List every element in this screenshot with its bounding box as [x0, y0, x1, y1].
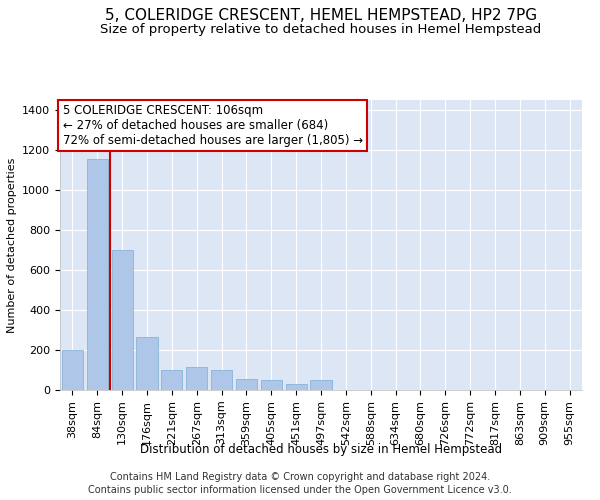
Bar: [62, 350, 83, 390]
Bar: [236, 379, 257, 390]
Text: Contains public sector information licensed under the Open Government Licence v3: Contains public sector information licen…: [88, 485, 512, 495]
Bar: [310, 380, 332, 390]
Bar: [87, 159, 108, 390]
Bar: [261, 380, 282, 390]
Bar: [211, 370, 232, 390]
Y-axis label: Number of detached properties: Number of detached properties: [7, 158, 17, 332]
Text: 5, COLERIDGE CRESCENT, HEMEL HEMPSTEAD, HP2 7PG: 5, COLERIDGE CRESCENT, HEMEL HEMPSTEAD, …: [105, 8, 537, 22]
Bar: [286, 384, 307, 390]
Bar: [161, 370, 182, 390]
Text: Size of property relative to detached houses in Hemel Hempstead: Size of property relative to detached ho…: [100, 22, 542, 36]
Bar: [112, 250, 133, 390]
Text: Distribution of detached houses by size in Hemel Hempstead: Distribution of detached houses by size …: [140, 442, 502, 456]
Bar: [136, 337, 158, 390]
Text: 5 COLERIDGE CRESCENT: 106sqm
← 27% of detached houses are smaller (684)
72% of s: 5 COLERIDGE CRESCENT: 106sqm ← 27% of de…: [62, 104, 363, 148]
Text: Contains HM Land Registry data © Crown copyright and database right 2024.: Contains HM Land Registry data © Crown c…: [110, 472, 490, 482]
Bar: [186, 367, 207, 390]
